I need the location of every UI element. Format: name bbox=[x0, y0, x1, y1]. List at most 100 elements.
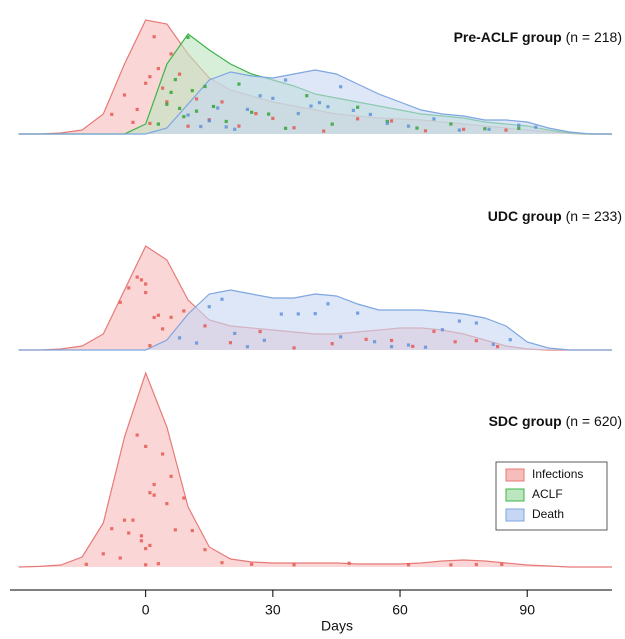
data-point bbox=[144, 546, 148, 551]
x-tick-label: 30 bbox=[265, 602, 281, 618]
data-point bbox=[194, 109, 199, 113]
density-area bbox=[18, 246, 612, 350]
density-area bbox=[18, 373, 612, 567]
data-point bbox=[364, 337, 368, 341]
data-point bbox=[186, 124, 190, 128]
data-point bbox=[326, 302, 330, 306]
data-point bbox=[190, 89, 194, 93]
data-point bbox=[203, 548, 207, 552]
data-point bbox=[161, 327, 165, 331]
data-point bbox=[267, 112, 271, 116]
panel-name: SDC group bbox=[489, 413, 562, 429]
data-point bbox=[292, 346, 296, 350]
data-point bbox=[177, 336, 182, 340]
data-point bbox=[237, 124, 241, 128]
data-point bbox=[389, 119, 394, 123]
data-point bbox=[148, 344, 152, 348]
data-point bbox=[152, 315, 156, 320]
data-point bbox=[474, 339, 478, 343]
data-point bbox=[118, 300, 122, 304]
data-point bbox=[161, 86, 165, 90]
density-line bbox=[18, 371, 612, 568]
density-line bbox=[18, 69, 612, 135]
data-point bbox=[148, 491, 152, 495]
data-point bbox=[211, 104, 216, 109]
data-point bbox=[313, 312, 317, 316]
panels: Pre-ACLF group (n = 218) UDC group (n = 2… bbox=[18, 19, 622, 568]
data-point bbox=[237, 82, 241, 86]
data-point bbox=[216, 106, 220, 110]
data-point bbox=[220, 561, 224, 565]
data-point bbox=[339, 335, 343, 339]
legend: Infections ACLF Death bbox=[495, 461, 608, 531]
data-point bbox=[169, 315, 173, 319]
data-point bbox=[177, 106, 182, 111]
data-point bbox=[177, 72, 182, 76]
panel: SDC group (n = 620) bbox=[18, 371, 622, 568]
legend-swatch bbox=[505, 508, 525, 522]
data-point bbox=[385, 119, 389, 124]
data-point bbox=[199, 124, 203, 129]
data-point bbox=[423, 345, 428, 349]
x-tick-label: 0 bbox=[142, 602, 150, 618]
data-point bbox=[440, 328, 445, 332]
data-point bbox=[127, 531, 131, 535]
density-area bbox=[18, 70, 612, 134]
panel: Pre-ACLF group (n = 218) bbox=[18, 19, 622, 135]
data-point bbox=[182, 309, 186, 313]
data-point bbox=[148, 121, 152, 126]
data-point bbox=[389, 338, 394, 343]
data-point bbox=[356, 105, 360, 109]
data-point bbox=[262, 338, 266, 342]
panel-n: (n = 233) bbox=[566, 208, 622, 224]
data-point bbox=[139, 539, 144, 543]
data-point bbox=[118, 556, 122, 560]
data-point bbox=[152, 482, 156, 487]
data-point bbox=[144, 282, 148, 286]
legend-label: ACLF bbox=[532, 487, 563, 501]
data-point bbox=[534, 125, 538, 129]
data-point bbox=[156, 313, 160, 317]
data-point bbox=[245, 107, 250, 112]
data-point bbox=[517, 126, 521, 130]
panel-name: UDC group bbox=[488, 208, 562, 224]
panel-n: (n = 218) bbox=[566, 29, 622, 45]
data-point bbox=[156, 66, 160, 71]
data-point bbox=[432, 117, 436, 121]
data-point bbox=[148, 75, 152, 79]
data-point bbox=[101, 552, 105, 556]
data-point bbox=[131, 120, 135, 124]
data-point bbox=[339, 85, 343, 89]
data-point bbox=[250, 562, 254, 566]
data-point bbox=[474, 562, 478, 567]
data-point bbox=[368, 112, 372, 117]
data-point bbox=[351, 108, 355, 112]
data-point bbox=[283, 78, 288, 82]
data-point bbox=[220, 100, 224, 104]
data-point bbox=[372, 340, 377, 344]
data-point bbox=[165, 100, 169, 104]
data-point bbox=[110, 112, 114, 116]
data-point bbox=[406, 124, 411, 128]
data-point bbox=[309, 104, 313, 108]
panel-title: SDC group (n = 620) bbox=[489, 413, 622, 429]
legend-swatch bbox=[505, 468, 525, 482]
data-point bbox=[165, 502, 169, 506]
x-axis-label: Days bbox=[321, 618, 353, 634]
data-point bbox=[122, 518, 127, 522]
data-point bbox=[144, 290, 148, 295]
data-point bbox=[491, 342, 495, 346]
data-point bbox=[326, 105, 330, 109]
data-point bbox=[432, 329, 436, 333]
data-point bbox=[135, 107, 139, 112]
data-point bbox=[517, 123, 521, 127]
data-point bbox=[224, 119, 228, 124]
data-point bbox=[258, 94, 262, 98]
data-point bbox=[495, 344, 500, 349]
data-point bbox=[296, 312, 300, 316]
data-point bbox=[508, 338, 512, 342]
data-point bbox=[292, 563, 296, 567]
data-point bbox=[139, 278, 144, 282]
data-point bbox=[457, 319, 461, 323]
data-point bbox=[317, 101, 322, 105]
